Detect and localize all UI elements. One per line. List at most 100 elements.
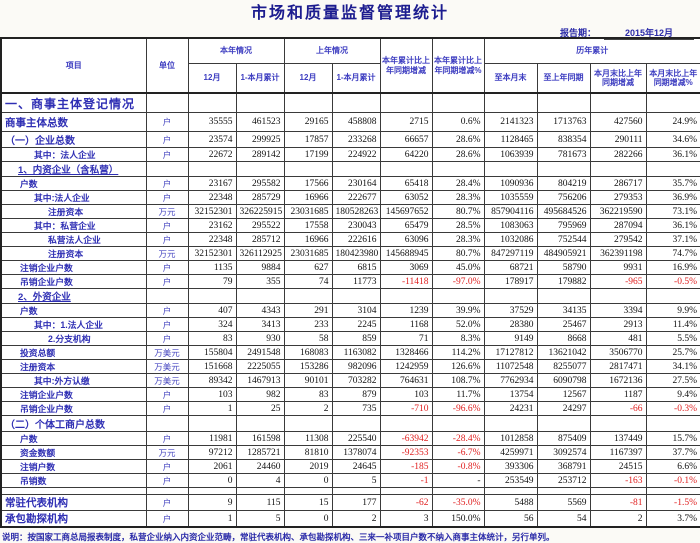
cell-value: 32152301 — [187, 204, 237, 219]
cell-value: 29165 — [283, 112, 333, 132]
cell-value — [645, 487, 700, 495]
cell-value: 253549 — [483, 473, 538, 488]
cell-value — [431, 92, 485, 113]
cell-value — [645, 92, 700, 113]
cell-value: 56 — [483, 510, 538, 528]
cell-value: 1168 — [379, 317, 433, 332]
row-unit: 户 — [145, 473, 189, 488]
table-row: 户数户 23167 295582 17566 230164 65418 28.4% 10909… — [0, 176, 700, 191]
cell-value: 80.7% — [431, 204, 485, 219]
cell-value: 233268 — [331, 131, 381, 148]
cell-value: 1035559 — [483, 190, 538, 205]
cell-value: 6815 — [331, 260, 381, 275]
cell-value: 2019 — [283, 459, 333, 474]
cell-value: 5569 — [536, 494, 591, 511]
cell-value: 368791 — [536, 459, 591, 474]
cell-value: 25 — [235, 401, 285, 416]
cell-value: 28.3% — [431, 190, 485, 205]
cell-value: 2061 — [187, 459, 237, 474]
cell-value: 34.6% — [645, 131, 700, 148]
cell-value: 71 — [379, 331, 433, 346]
footnote: 说明：按国家工商总局报表制度，私营企业纳入内资企业范畴，常驻代表机构、承包勘探机… — [2, 532, 555, 542]
cell-value: -63942 — [379, 431, 433, 446]
table-row: 其中：法人企业户 22672 289142 17199 224922 64220 28.6%… — [0, 147, 700, 162]
cell-value: 295582 — [235, 176, 285, 191]
cell-value — [331, 415, 381, 432]
col-header-to-last-same: 至上年同期 — [536, 63, 591, 94]
cell-value: 3413 — [235, 317, 285, 332]
cell-value: 1467913 — [235, 373, 285, 388]
cell-value: 230043 — [331, 218, 381, 233]
cell-value — [483, 487, 538, 495]
cell-value: 282266 — [589, 147, 647, 162]
cell-value — [283, 415, 333, 432]
cell-value: 735 — [331, 401, 381, 416]
cell-value: 180528263 — [331, 204, 381, 219]
cell-value — [589, 415, 647, 432]
cell-value: 11981 — [187, 431, 237, 446]
row-unit: 户 — [145, 510, 189, 528]
cell-value: 64220 — [379, 147, 433, 162]
row-label: 注册资本 — [0, 359, 147, 374]
cell-value: -163 — [589, 473, 647, 488]
cell-value: -92353 — [379, 445, 433, 460]
cell-value — [483, 288, 538, 304]
table-row: 吊销企业户数户 1 25 2 735 -710 -96.6% 24231 24297 -66 -0.… — [0, 401, 700, 416]
cell-value: 58790 — [536, 260, 591, 275]
cell-value: -97.0% — [431, 274, 485, 289]
cell-value: 45.0% — [431, 260, 485, 275]
cell-value — [235, 487, 285, 495]
cell-value: 24515 — [589, 459, 647, 474]
table-row — [0, 487, 700, 495]
cell-value: 25.7% — [645, 345, 700, 360]
cell-value: 161598 — [235, 431, 285, 446]
row-unit — [145, 288, 189, 304]
cell-value — [536, 415, 591, 432]
cell-value: 6090798 — [536, 373, 591, 388]
cell-value: 253712 — [536, 473, 591, 488]
row-label: 其中：1.法人企业 — [0, 317, 147, 332]
cell-value: 151668 — [187, 359, 237, 374]
cell-value — [431, 288, 485, 304]
cell-value: 83 — [187, 331, 237, 346]
cell-value: 3394 — [589, 303, 647, 318]
cell-value: 35.7% — [645, 176, 700, 191]
cell-value — [379, 415, 433, 432]
cell-value: 3069 — [379, 260, 433, 275]
cell-value: 137449 — [589, 431, 647, 446]
cell-value: 153286 — [283, 359, 333, 374]
cell-value: 2491548 — [235, 345, 285, 360]
cell-value: 23031685 — [283, 204, 333, 219]
row-label: 其中：法人企业 — [0, 147, 147, 162]
cell-value: 11.4% — [645, 317, 700, 332]
cell-value: 36.1% — [645, 147, 700, 162]
cell-value: -6.7% — [431, 445, 485, 460]
table-row: 注销户数户 2061 24460 2019 24645 -185 -0.8% 393306 36… — [0, 459, 700, 474]
cell-value — [283, 288, 333, 304]
col-header-to-month-end: 至本月末 — [483, 63, 538, 94]
cell-value: 24.9% — [645, 112, 700, 132]
cell-value: 982 — [235, 387, 285, 402]
cell-value: 1032086 — [483, 232, 538, 247]
row-unit: 户 — [145, 190, 189, 205]
cell-value — [187, 415, 237, 432]
cell-value: 286717 — [589, 176, 647, 191]
cell-value: 54 — [536, 510, 591, 528]
cell-value: 225540 — [331, 431, 381, 446]
row-unit: 户 — [145, 218, 189, 233]
cell-value: 9.9% — [645, 303, 700, 318]
cell-value: 427560 — [589, 112, 647, 132]
cell-value: 17857 — [283, 131, 333, 148]
cell-value: -0.3% — [645, 401, 700, 416]
cell-value: 17199 — [283, 147, 333, 162]
cell-value: 114.2% — [431, 345, 485, 360]
col-header-cum-last: 1-本月累计 — [331, 63, 381, 94]
cell-value: 461523 — [235, 112, 285, 132]
table-row: 一、商事主体登记情况 — [0, 92, 700, 113]
cell-value: 859 — [331, 331, 381, 346]
col-header-month-last: 12月 — [283, 63, 333, 94]
cell-value: 24460 — [235, 459, 285, 474]
col-header-unit: 单位 — [145, 37, 189, 94]
cell-value: 8668 — [536, 331, 591, 346]
cell-value: 0 — [283, 473, 333, 488]
